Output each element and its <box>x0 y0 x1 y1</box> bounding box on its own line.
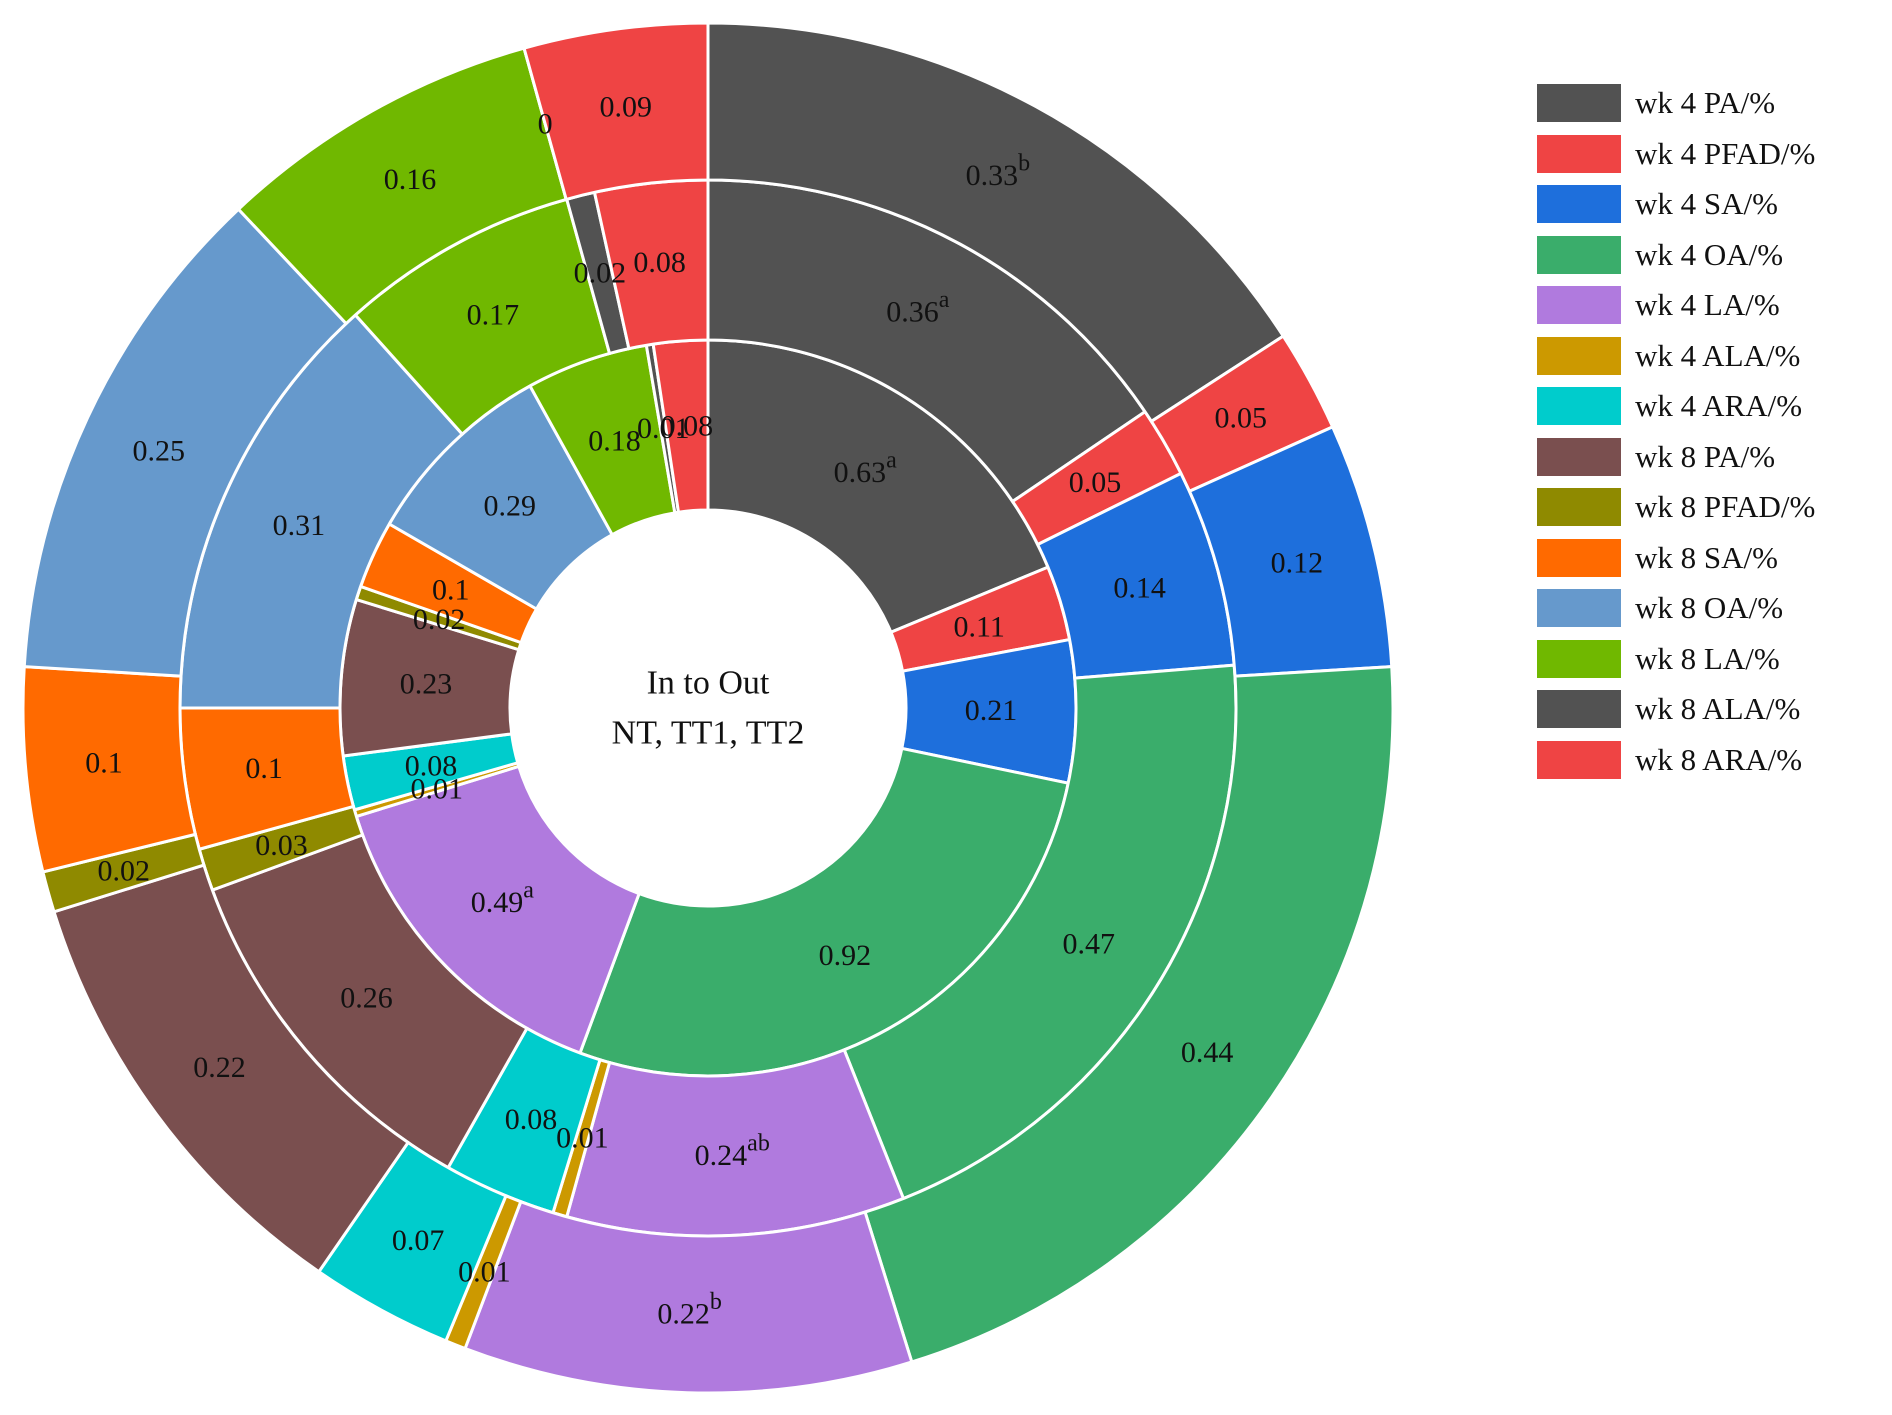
legend-item-wk-8-pa-pct: wk 8 PA/% <box>1537 432 1815 483</box>
data-label-nt-wk-8-ara-pct: 0.08 <box>661 409 714 442</box>
data-label-tt1-wk-4-sa-pct: 0.14 <box>1113 572 1166 605</box>
data-label-nt-wk-4-ala-pct: 0.01 <box>411 772 464 805</box>
data-label-tt2-wk-4-ara-pct: 0.07 <box>392 1224 445 1257</box>
legend-label: wk 4 ARA/% <box>1635 388 1803 424</box>
data-label-tt1-wk-4-ala-pct: 0.01 <box>556 1122 609 1155</box>
legend-swatch <box>1537 740 1621 779</box>
legend-label: wk 4 LA/% <box>1635 287 1780 323</box>
data-label-tt1-wk-8-la-pct: 0.17 <box>467 299 520 332</box>
legend-label: wk 8 LA/% <box>1635 640 1780 676</box>
data-label-tt2-wk-8-pa-pct: 0.22 <box>193 1051 246 1084</box>
slice-tt2-wk-8-ara-pct <box>522 21 710 202</box>
data-label-nt-wk-8-sa-pct: 0.1 <box>432 574 470 607</box>
data-label-nt-wk-8-pfad-pct: 0.02 <box>413 603 466 636</box>
slice-tt2-wk-4-oa-pct <box>863 665 1395 1364</box>
data-label-tt1-wk-8-pfad-pct: 0.03 <box>255 829 308 862</box>
data-label-tt1-wk-8-sa-pct: 0.1 <box>245 752 283 785</box>
significance-letter: b <box>710 1289 722 1315</box>
legend-item-wk-4-la-pct: wk 4 LA/% <box>1537 280 1815 331</box>
data-label-tt2-wk-8-ara-pct: 0.09 <box>600 91 653 124</box>
data-label-tt1-wk-8-ara-pct: 0.08 <box>633 246 686 279</box>
data-label-tt1-wk-8-oa-pct: 0.31 <box>273 509 326 542</box>
legend-label: wk 8 SA/% <box>1635 539 1778 575</box>
data-label-nt-wk-4-ara-pct: 0.08 <box>405 749 458 782</box>
data-label-tt2-wk-4-sa-pct: 0.12 <box>1271 546 1324 579</box>
legend-swatch <box>1537 235 1621 274</box>
legend-label: wk 8 ALA/% <box>1635 691 1801 727</box>
legend-label: wk 4 ALA/% <box>1635 337 1801 373</box>
legend-label: wk 4 SA/% <box>1635 186 1778 222</box>
data-label-nt-wk-4-pfad-pct: 0.11 <box>953 611 1004 644</box>
legend-label: wk 4 OA/% <box>1635 236 1784 272</box>
significance-letter: a <box>886 448 897 474</box>
significance-letter: ab <box>747 1130 770 1156</box>
legend-item-wk-4-ara-pct: wk 4 ARA/% <box>1537 381 1815 432</box>
data-label-tt1-wk-8-ala-pct: 0.02 <box>574 257 627 290</box>
legend-item-wk-8-pfad-pct: wk 8 PFAD/% <box>1537 482 1815 533</box>
data-label-tt1-wk-8-pa-pct: 0.26 <box>340 982 393 1015</box>
legend-swatch <box>1537 488 1621 527</box>
legend-label: wk 8 PFAD/% <box>1635 489 1816 525</box>
data-label-nt-wk-8-oa-pct: 0.29 <box>484 490 537 523</box>
data-label-tt2-wk-4-ala-pct: 0.01 <box>458 1255 511 1288</box>
legend-swatch <box>1537 589 1621 628</box>
data-label-tt1-wk-4-ara-pct: 0.08 <box>505 1103 558 1136</box>
legend-item-wk-8-ala-pct: wk 8 ALA/% <box>1537 684 1815 735</box>
center-label-line1: In to Out <box>647 665 770 702</box>
data-label-tt2-wk-8-la-pct: 0.16 <box>384 163 437 196</box>
legend-swatch <box>1537 538 1621 577</box>
legend-item-wk-8-la-pct: wk 8 LA/% <box>1537 634 1815 685</box>
legend-swatch <box>1537 387 1621 426</box>
legend-item-wk-4-sa-pct: wk 4 SA/% <box>1537 179 1815 230</box>
legend-label: wk 4 PFAD/% <box>1635 135 1816 171</box>
legend-label: wk 8 OA/% <box>1635 590 1784 626</box>
legend-label: wk 8 ARA/% <box>1635 741 1803 777</box>
data-label-tt2-wk-8-pfad-pct: 0.02 <box>98 854 151 887</box>
legend-item-wk-4-pfad-pct: wk 4 PFAD/% <box>1537 129 1815 180</box>
legend-item-wk-8-ara-pct: wk 8 ARA/% <box>1537 735 1815 786</box>
data-label-tt2-wk-8-ala-pct: 0 <box>538 107 553 140</box>
data-label-tt2-wk-8-oa-pct: 0.25 <box>133 434 186 467</box>
legend-swatch <box>1537 84 1621 123</box>
legend-item-wk-4-ala-pct: wk 4 ALA/% <box>1537 331 1815 382</box>
data-label-tt2-wk-4-oa-pct: 0.44 <box>1181 1036 1234 1069</box>
data-label-nt-wk-4-sa-pct: 0.21 <box>965 694 1018 727</box>
data-label-nt-wk-8-la-pct: 0.18 <box>588 424 641 457</box>
legend-item-wk-4-oa-pct: wk 4 OA/% <box>1537 230 1815 281</box>
data-label-tt2-wk-4-pfad-pct: 0.05 <box>1214 402 1267 435</box>
center-label-line2: NT, TT1, TT2 <box>612 715 805 752</box>
data-label-tt1-wk-4-pfad-pct: 0.05 <box>1069 466 1122 499</box>
data-label-nt-wk-8-pa-pct: 0.23 <box>400 668 453 701</box>
data-label-nt-wk-4-oa-pct: 0.92 <box>819 939 872 972</box>
data-label-nt-wk-8-ala-pct: 0.01 <box>637 412 690 445</box>
data-label-tt1-wk-4-oa-pct: 0.47 <box>1062 928 1115 961</box>
legend-swatch <box>1537 437 1621 476</box>
legend-swatch <box>1537 134 1621 173</box>
chart-legend: wk 4 PA/% wk 4 PFAD/% wk 4 SA/% wk 4 OA/% wk… <box>1537 78 1815 785</box>
legend-label: wk 4 PA/% <box>1635 85 1776 121</box>
significance-letter: a <box>939 287 950 313</box>
legend-label: wk 8 PA/% <box>1635 438 1776 474</box>
legend-item-wk-8-oa-pct: wk 8 OA/% <box>1537 583 1815 634</box>
significance-letter: b <box>1018 150 1030 176</box>
legend-swatch <box>1537 336 1621 375</box>
legend-swatch <box>1537 690 1621 729</box>
legend-swatch <box>1537 639 1621 678</box>
legend-item-wk-4-pa-pct: wk 4 PA/% <box>1537 78 1815 129</box>
data-label-tt2-wk-8-sa-pct: 0.1 <box>85 746 123 779</box>
legend-swatch <box>1537 286 1621 325</box>
legend-swatch <box>1537 185 1621 224</box>
legend-item-wk-8-sa-pct: wk 8 SA/% <box>1537 533 1815 584</box>
significance-letter: a <box>523 877 534 903</box>
